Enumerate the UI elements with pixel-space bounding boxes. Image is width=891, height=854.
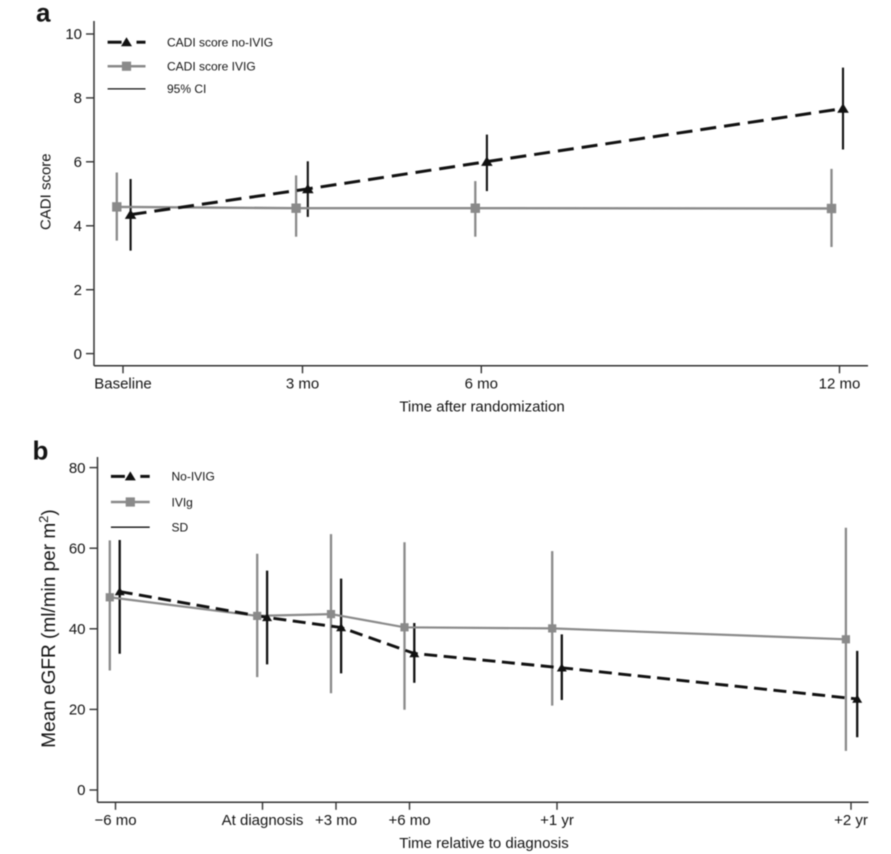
svg-text:80: 80 [69, 460, 86, 477]
svg-text:+3 mo: +3 mo [315, 812, 357, 829]
svg-text:2: 2 [74, 282, 82, 299]
svg-text:IVIg: IVIg [172, 495, 193, 509]
svg-text:20: 20 [69, 702, 86, 719]
svg-text:−6 mo: −6 mo [94, 812, 136, 829]
svg-text:+6 mo: +6 mo [388, 812, 430, 829]
svg-text:12 mo: 12 mo [819, 375, 861, 392]
svg-text:60: 60 [69, 540, 86, 557]
svg-text:4: 4 [74, 218, 82, 235]
svg-text:95% CI: 95% CI [167, 82, 206, 96]
svg-text:b: b [33, 436, 49, 466]
svg-text:8: 8 [74, 90, 82, 107]
svg-text:Time after randomization: Time after randomization [399, 399, 564, 416]
svg-text:At diagnosis: At diagnosis [222, 812, 304, 829]
svg-text:Time relative to diagnosis: Time relative to diagnosis [399, 835, 569, 852]
svg-text:40: 40 [69, 621, 86, 638]
svg-text:0: 0 [77, 782, 85, 799]
svg-text:+2 yr: +2 yr [834, 812, 868, 829]
svg-text:10: 10 [65, 26, 82, 43]
svg-text:+1 yr: +1 yr [540, 812, 574, 829]
svg-text:3 mo: 3 mo [286, 375, 319, 392]
svg-text:0: 0 [74, 346, 82, 363]
svg-text:Mean eGFR (ml/min per m2): Mean eGFR (ml/min per m2) [36, 509, 60, 747]
svg-text:Baseline: Baseline [94, 375, 152, 392]
svg-text:CADI score no-IVIG: CADI score no-IVIG [167, 36, 273, 50]
svg-text:6: 6 [74, 154, 82, 171]
svg-text:SD: SD [172, 521, 189, 535]
svg-text:6 mo: 6 mo [465, 375, 498, 392]
svg-text:CADI score IVIG: CADI score IVIG [167, 60, 256, 74]
svg-text:a: a [36, 0, 51, 28]
svg-text:CADI score: CADI score [38, 153, 55, 230]
svg-text:No-IVIG: No-IVIG [172, 470, 215, 484]
